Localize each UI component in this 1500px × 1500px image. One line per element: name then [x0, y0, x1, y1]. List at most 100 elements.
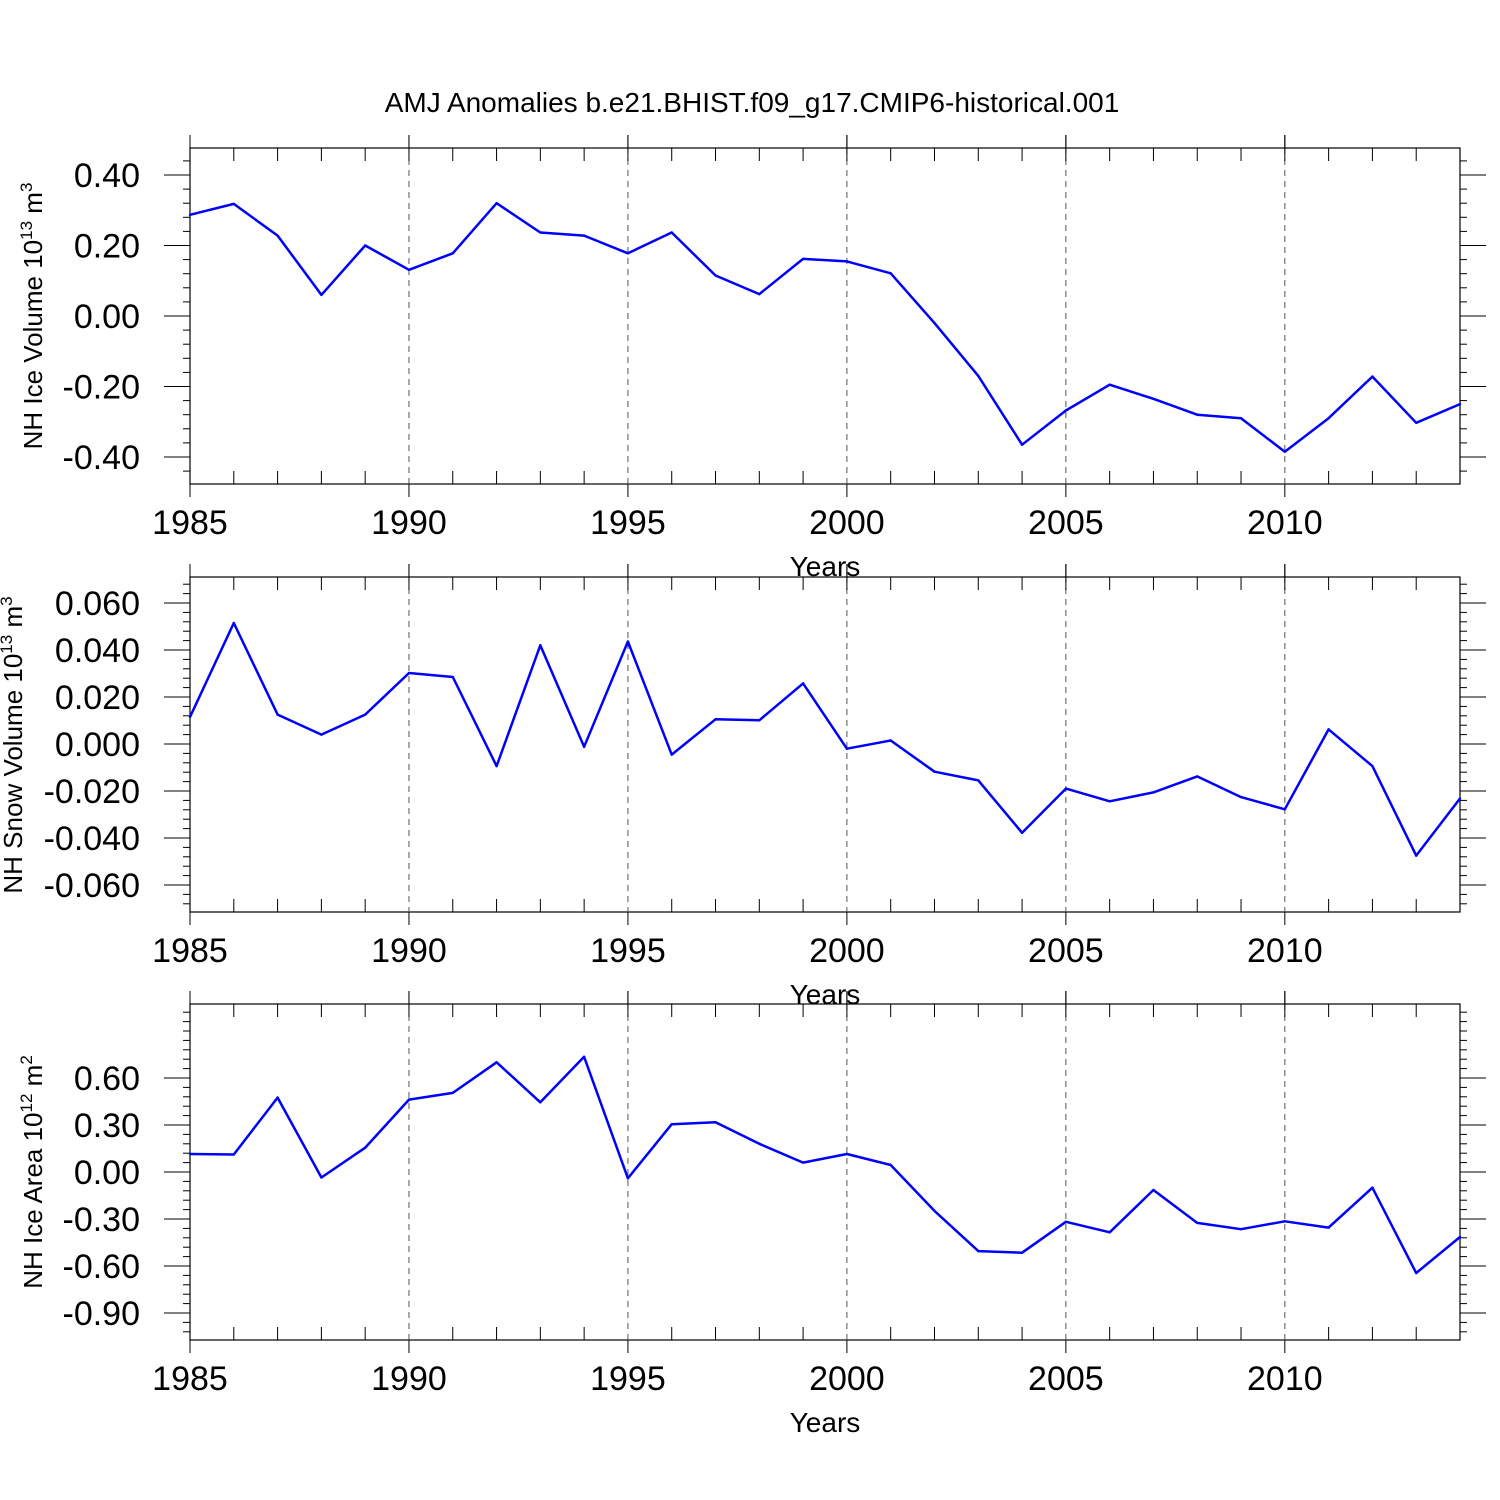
data-point [495, 764, 498, 768]
data-point [188, 715, 192, 719]
data-point [451, 675, 454, 679]
data-point [188, 213, 192, 217]
data-point [1371, 764, 1374, 768]
data-point [495, 202, 498, 205]
data-point [933, 770, 936, 773]
data-point [1415, 421, 1418, 425]
x-tick-label: 2010 [1247, 504, 1323, 542]
data-point [495, 1061, 498, 1064]
plot-frame [189, 1003, 1461, 1341]
data-point [1064, 409, 1068, 412]
data-point [758, 719, 761, 722]
plot-frame [189, 576, 1461, 913]
data-point [1064, 1220, 1068, 1224]
data-point [1108, 1231, 1111, 1234]
y-tick-label: -0.40 [63, 439, 141, 477]
data-point [1371, 1186, 1374, 1189]
x-tick-label: 2000 [809, 1360, 885, 1398]
data-point [232, 202, 235, 206]
y-tick-label: -0.30 [63, 1201, 141, 1239]
y-axis-label: NH Ice Volume 1013 m3 [17, 183, 48, 450]
data-point [1327, 417, 1330, 420]
data-point [714, 274, 717, 277]
x-tick-label: 1985 [152, 932, 228, 970]
data-point [977, 374, 980, 378]
x-tick-label: 1990 [371, 932, 447, 970]
x-tick-label: 2005 [1028, 932, 1104, 970]
data-point [407, 671, 411, 675]
series-line [188, 621, 1461, 857]
y-tick-label: 0.20 [74, 228, 140, 266]
data-point [845, 747, 849, 750]
figure-title: AMJ Anomalies b.e21.BHIST.f09_g17.CMIP6-… [385, 87, 1120, 118]
data-point [582, 234, 586, 237]
data-point [1020, 443, 1024, 446]
data-point [1327, 728, 1330, 731]
data-point [626, 1177, 630, 1180]
data-point [758, 292, 761, 296]
data-point [1415, 1271, 1418, 1275]
plot-frame [189, 147, 1461, 485]
data-point [276, 713, 279, 716]
data-point [1283, 1220, 1287, 1223]
y-tick-label: 0.060 [55, 585, 140, 623]
data-point [1196, 1221, 1199, 1225]
x-tick-label: 1985 [152, 504, 228, 542]
y-tick-label: 0.00 [74, 1154, 140, 1192]
x-axis-label: Years [790, 979, 861, 1010]
x-axis-label: Years [790, 1407, 861, 1438]
y-tick-label: -0.060 [44, 867, 140, 905]
data-point [1458, 1235, 1462, 1239]
data-point [845, 260, 849, 263]
x-tick-label: 1990 [371, 504, 447, 542]
y-tick-label: 0.040 [55, 632, 140, 670]
y-tick-label: 0.020 [55, 679, 140, 717]
y-tick-label: -0.020 [44, 773, 140, 811]
data-point [670, 231, 673, 234]
x-tick-label: 1995 [590, 504, 666, 542]
data-point [1239, 417, 1243, 420]
data-point [977, 779, 980, 782]
data-point [670, 753, 673, 756]
x-tick-label: 1985 [152, 1360, 228, 1398]
data-point [188, 1152, 192, 1156]
y-tick-label: -0.040 [44, 820, 140, 858]
panel-1: 1985 1990 1995 2000 2005 2010Years-0.40-0.200… [17, 135, 1486, 582]
panel-3: 1985 1990 1995 2000 2005 2010 Years -0.90 -0.60 -… [17, 991, 1486, 1438]
y-axis-label: NH Ice Area 1012 m2 [17, 1055, 48, 1289]
data-point [933, 1209, 936, 1213]
data-point [451, 1091, 454, 1095]
y-tick-label: 0.00 [74, 298, 140, 336]
data-point [626, 640, 630, 643]
data-point [1327, 1226, 1330, 1229]
data-point [1020, 831, 1024, 835]
data-point [320, 293, 323, 297]
x-tick-label: 1995 [590, 932, 666, 970]
data-point [801, 257, 805, 261]
data-point [1108, 800, 1111, 803]
x-tick-label: 1990 [371, 1360, 447, 1398]
data-point [407, 1098, 411, 1101]
data-point [933, 321, 936, 325]
y-tick-label: -0.90 [63, 1295, 141, 1333]
data-point [539, 644, 542, 647]
x-tick-label: 2000 [809, 932, 885, 970]
y-axis-label: NH Snow Volume 1013 m3 [0, 596, 28, 893]
data-point [1064, 787, 1068, 790]
x-tick-label: 2000 [809, 504, 885, 542]
y-tick-label: 0.60 [74, 1060, 140, 1098]
data-point [1196, 775, 1199, 778]
data-point [977, 1249, 980, 1253]
data-point [1020, 1251, 1024, 1254]
data-point [320, 733, 323, 736]
data-point [232, 1153, 235, 1156]
data-point [714, 718, 717, 721]
data-point [1239, 795, 1243, 799]
data-point [363, 713, 367, 716]
panel-2: 1985 1990 1995 2000 2005 2010 Years -0.060 -0.04… [0, 564, 1486, 1010]
data-point [1415, 854, 1418, 857]
data-point [1152, 1188, 1155, 1192]
y-tick-label: 0.40 [74, 157, 140, 195]
data-point [801, 1161, 805, 1164]
